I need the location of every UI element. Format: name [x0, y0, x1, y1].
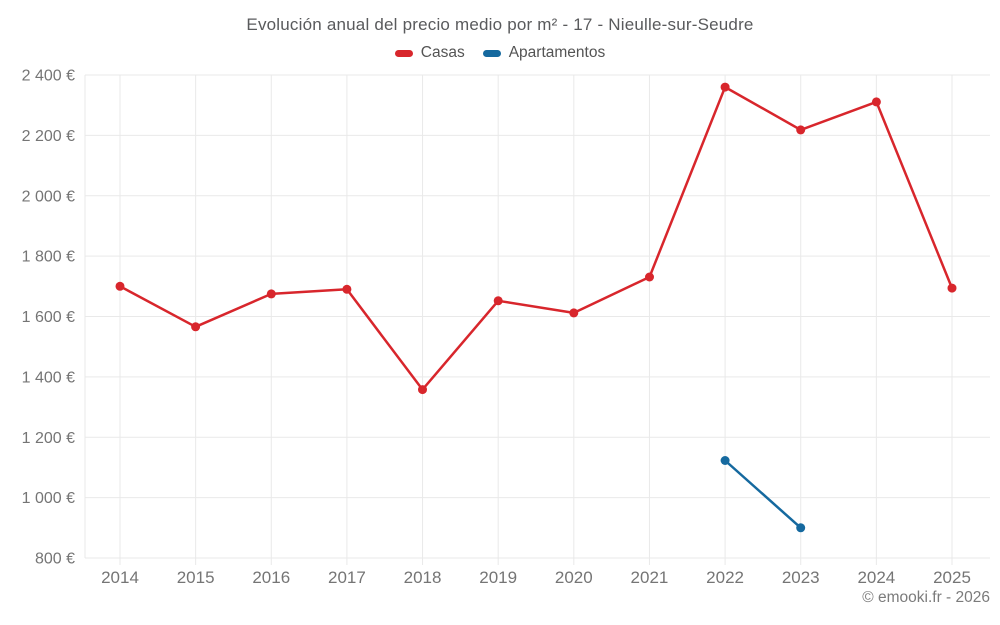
series-casas: [115, 82, 957, 395]
data-point[interactable]: [493, 296, 503, 306]
data-point[interactable]: [115, 281, 125, 291]
y-axis-label: 800 €: [35, 551, 75, 568]
x-axis-label: 2021: [631, 568, 669, 587]
x-axis-label: 2014: [101, 568, 139, 587]
y-axis-label: 1 800 €: [22, 249, 75, 266]
x-axis: 2014 2015 2016 2017 2018 2019 2020 2021 2022 2023…: [84, 75, 971, 587]
data-point[interactable]: [342, 284, 352, 294]
series-line: [723, 459, 802, 530]
y-axis-label: 1 000 €: [22, 490, 75, 507]
data-point[interactable]: [871, 97, 881, 107]
legend-label-casas: Casas: [420, 44, 465, 61]
data-point[interactable]: [796, 125, 806, 135]
data-point[interactable]: [191, 322, 201, 332]
legend-swatch-casas-icon: [394, 49, 413, 57]
legend-label-apartamentos: Apartamentos: [508, 44, 606, 61]
legend-swatch-apartamentos-icon: [482, 49, 501, 57]
series-line: [118, 85, 954, 391]
x-axis-label: 2019: [479, 568, 517, 587]
series-apartamentos: [720, 456, 806, 533]
x-axis-label: 2016: [252, 568, 290, 587]
legend-item-casas[interactable]: Casas: [394, 44, 465, 62]
y-axis-label: 1 200 €: [22, 430, 75, 447]
y-axis-label: 1 600 €: [22, 309, 75, 326]
data-point[interactable]: [645, 272, 654, 282]
x-axis-label: 2020: [555, 568, 593, 587]
data-point[interactable]: [720, 82, 730, 92]
data-point[interactable]: [720, 456, 730, 465]
x-axis-label: 2024: [857, 568, 895, 587]
y-axis-label: 2 200 €: [22, 128, 75, 145]
chart-title: Evolución anual del precio medio por m² …: [246, 15, 754, 34]
y-axis-label: 2 400 €: [22, 68, 75, 85]
x-axis-label: 2018: [404, 568, 442, 587]
attribution-text: © emooki.fr - 2026: [862, 589, 990, 606]
data-point[interactable]: [796, 523, 806, 533]
data-point[interactable]: [947, 283, 957, 293]
legend-item-apartamentos[interactable]: Apartamentos: [482, 44, 606, 62]
data-point[interactable]: [266, 289, 276, 299]
x-axis-label: 2025: [933, 568, 971, 587]
y-axis: 2 400 € 2 200 € 2 000 € 1 800 € 1 600 € 1 400…: [22, 68, 990, 568]
x-axis-label: 2023: [782, 568, 820, 587]
x-axis-label: 2015: [177, 568, 215, 587]
chart-legend: Casas Apartamentos: [0, 44, 1000, 62]
x-axis-label: 2017: [328, 568, 366, 587]
y-axis-label: 2 000 €: [22, 188, 75, 205]
y-axis-label: 1 400 €: [22, 369, 75, 386]
x-axis-label: 2022: [706, 568, 744, 587]
data-point[interactable]: [569, 308, 579, 318]
data-point[interactable]: [418, 385, 427, 395]
